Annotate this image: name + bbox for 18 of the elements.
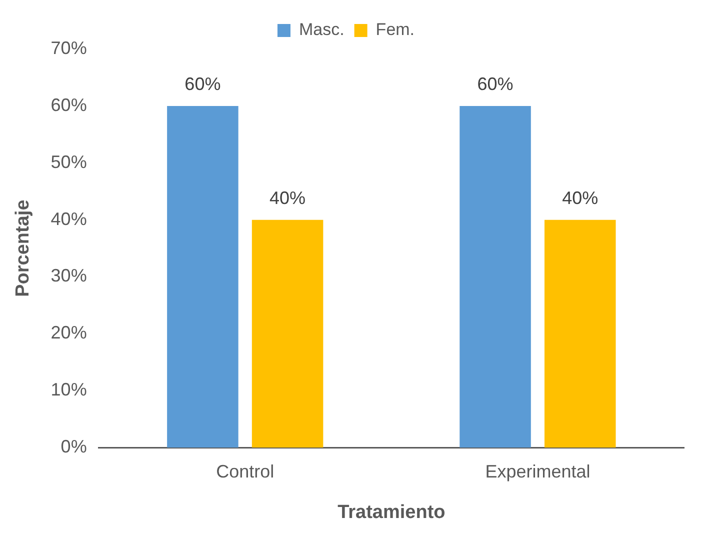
y-tick-label: 0%	[60, 436, 87, 457]
y-axis-title: Porcentaje	[12, 200, 34, 297]
y-tick-label: 50%	[50, 152, 87, 172]
data-label: 60%	[477, 74, 514, 94]
legend-label: Masc.	[298, 20, 344, 40]
y-tick-label: 20%	[50, 322, 87, 343]
y-tick-label: 60%	[50, 94, 87, 115]
data-label: 60%	[184, 74, 221, 94]
y-tick-label: 10%	[50, 380, 87, 400]
x-tick-label: Control	[216, 461, 274, 482]
y-tick-label: 30%	[50, 266, 87, 286]
y-tick-label: 40%	[50, 208, 87, 229]
x-axis-title: Tratamiento	[338, 502, 446, 523]
data-label: 40%	[562, 188, 598, 208]
legend-label: Fem.	[376, 20, 415, 40]
data-label: 40%	[270, 188, 306, 208]
x-tick-label: Experimental	[485, 461, 590, 482]
y-tick-label: 70%	[50, 38, 87, 58]
